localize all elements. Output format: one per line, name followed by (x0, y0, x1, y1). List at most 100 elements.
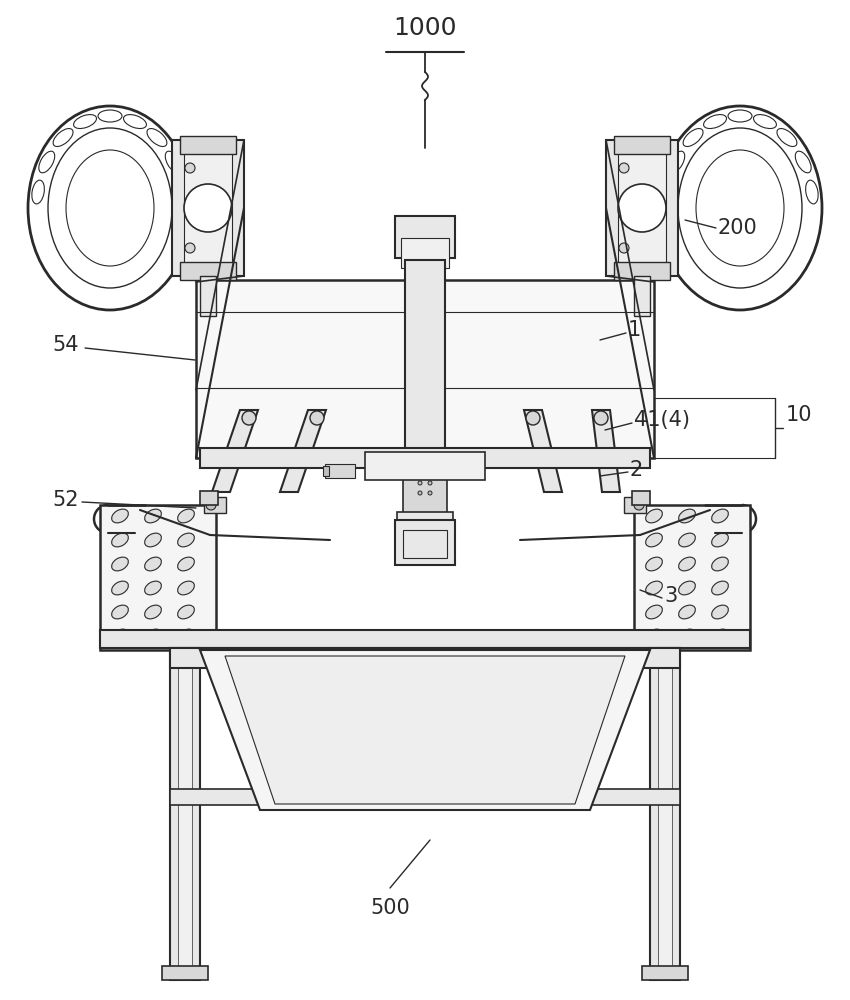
Ellipse shape (123, 115, 146, 129)
Ellipse shape (185, 243, 195, 253)
Ellipse shape (144, 509, 162, 523)
Ellipse shape (753, 115, 776, 129)
Bar (100, 505, 216, 650)
Ellipse shape (165, 151, 181, 173)
Ellipse shape (111, 509, 128, 523)
Bar (323, 466, 329, 476)
Ellipse shape (144, 581, 162, 595)
Bar (403, 530, 447, 558)
Ellipse shape (178, 533, 195, 547)
Ellipse shape (806, 180, 819, 204)
Bar (642, 966, 688, 980)
Polygon shape (592, 410, 620, 492)
Bar (200, 276, 216, 316)
Ellipse shape (704, 115, 727, 129)
Ellipse shape (711, 509, 728, 523)
Ellipse shape (111, 581, 128, 595)
Ellipse shape (711, 533, 728, 547)
Bar (180, 136, 236, 154)
Text: 41(4): 41(4) (634, 410, 690, 430)
Ellipse shape (111, 629, 128, 643)
Bar (325, 464, 355, 478)
Ellipse shape (711, 605, 728, 619)
Bar (634, 276, 650, 316)
Bar (162, 966, 208, 980)
Ellipse shape (111, 605, 128, 619)
Ellipse shape (728, 110, 752, 122)
Bar (618, 153, 666, 263)
Ellipse shape (619, 243, 629, 253)
Bar (397, 512, 453, 530)
Ellipse shape (111, 557, 128, 571)
Text: 200: 200 (718, 218, 757, 238)
Ellipse shape (646, 557, 662, 571)
Ellipse shape (178, 629, 195, 643)
Bar (204, 497, 226, 513)
Ellipse shape (618, 184, 666, 232)
Bar (614, 262, 670, 280)
Bar (401, 238, 449, 268)
Ellipse shape (594, 411, 608, 425)
Bar (100, 630, 750, 648)
Ellipse shape (678, 605, 695, 619)
Bar (170, 648, 200, 980)
Ellipse shape (646, 509, 662, 523)
Bar (403, 458, 447, 520)
Ellipse shape (178, 509, 195, 523)
Ellipse shape (646, 605, 662, 619)
Ellipse shape (678, 557, 695, 571)
Polygon shape (212, 410, 258, 492)
Ellipse shape (678, 533, 695, 547)
Bar (184, 153, 232, 263)
Ellipse shape (111, 533, 128, 547)
Text: 500: 500 (370, 898, 410, 918)
Ellipse shape (662, 180, 674, 204)
Ellipse shape (310, 411, 324, 425)
Ellipse shape (619, 163, 629, 173)
Ellipse shape (178, 605, 195, 619)
Bar (196, 280, 654, 458)
Bar (365, 452, 485, 480)
Ellipse shape (147, 129, 167, 147)
Bar (614, 136, 670, 154)
Bar (650, 648, 680, 980)
Ellipse shape (178, 581, 195, 595)
Bar (180, 262, 236, 280)
Text: 3: 3 (664, 586, 677, 606)
Ellipse shape (144, 605, 162, 619)
Ellipse shape (28, 106, 192, 310)
Bar (395, 520, 455, 565)
Bar (172, 140, 244, 276)
Ellipse shape (53, 129, 73, 147)
Ellipse shape (418, 491, 422, 495)
Ellipse shape (646, 533, 662, 547)
Ellipse shape (418, 481, 422, 485)
Ellipse shape (144, 629, 162, 643)
Bar (606, 140, 678, 276)
Ellipse shape (683, 129, 703, 147)
Ellipse shape (74, 115, 97, 129)
Ellipse shape (711, 581, 728, 595)
Text: 52: 52 (52, 490, 78, 510)
Ellipse shape (242, 411, 256, 425)
Ellipse shape (176, 180, 188, 204)
Ellipse shape (646, 629, 662, 643)
Bar (200, 448, 650, 468)
Ellipse shape (658, 106, 822, 310)
Ellipse shape (796, 151, 811, 173)
Text: 54: 54 (52, 335, 78, 355)
Ellipse shape (144, 533, 162, 547)
Bar (170, 648, 680, 668)
Bar (178, 648, 192, 980)
Ellipse shape (526, 411, 540, 425)
Ellipse shape (711, 557, 728, 571)
Ellipse shape (185, 163, 195, 173)
Ellipse shape (428, 491, 432, 495)
Text: 10: 10 (786, 405, 813, 425)
Ellipse shape (777, 129, 797, 147)
Bar (200, 491, 218, 505)
Ellipse shape (428, 481, 432, 485)
Bar (632, 491, 650, 505)
Bar (634, 505, 750, 650)
Bar (170, 789, 680, 805)
